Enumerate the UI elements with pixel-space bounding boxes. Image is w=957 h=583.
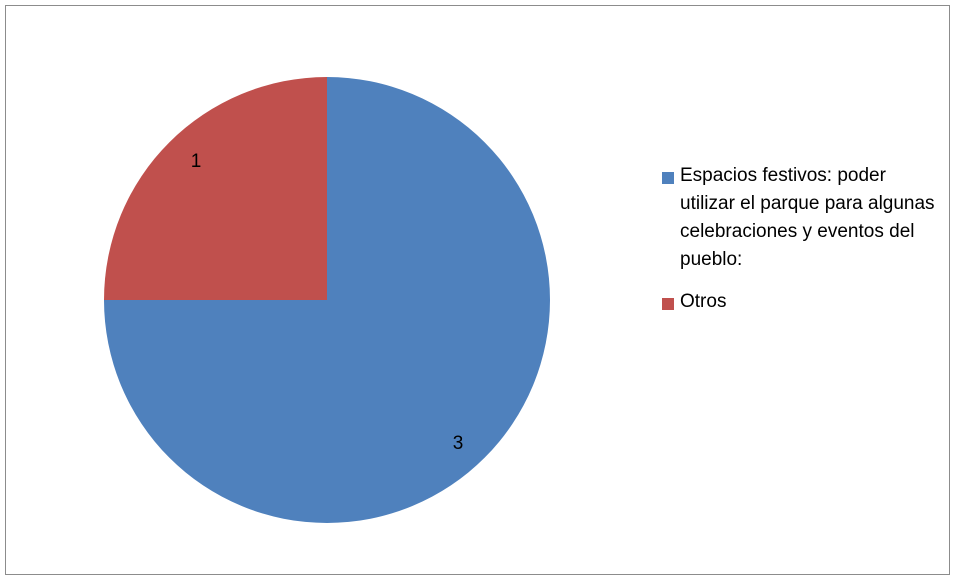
legend-label-espacios-festivos: Espacios festivos: poder utilizar el par… (680, 165, 935, 270)
pie-slice-1 (104, 77, 327, 300)
legend: Espacios festivos: poder utilizar el par… (662, 162, 942, 330)
pie-data-labels: 3 1 (191, 151, 464, 454)
legend-swatch-espacios-festivos (662, 172, 674, 184)
legend-item-otros: Otros (662, 288, 942, 316)
data-label-series-0: 3 (453, 433, 464, 454)
pie-slices (104, 77, 550, 523)
legend-label-otros: Otros (680, 291, 727, 312)
legend-item-espacios-festivos: Espacios festivos: poder utilizar el par… (662, 162, 942, 274)
data-label-series-1: 1 (191, 151, 202, 172)
legend-swatch-otros (662, 298, 674, 310)
